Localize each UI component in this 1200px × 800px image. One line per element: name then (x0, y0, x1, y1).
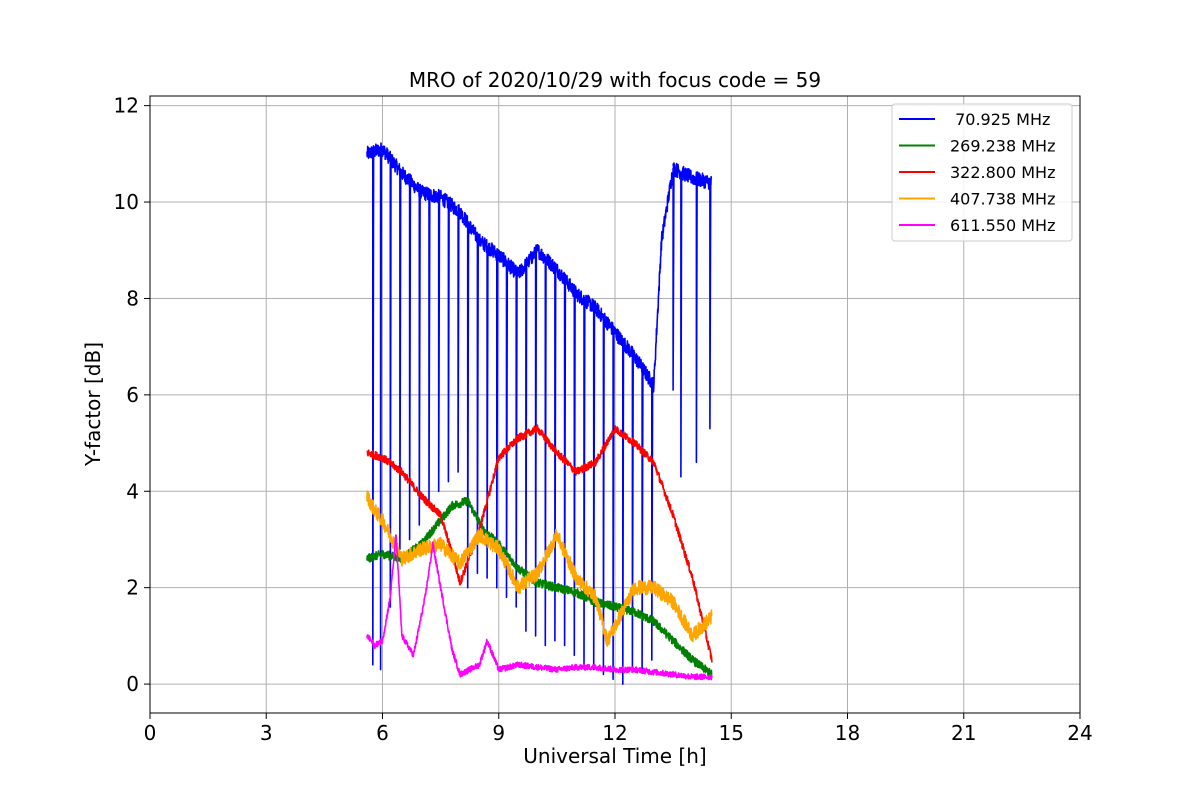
y-tick-label: 6 (126, 383, 139, 407)
x-tick-label: 24 (1067, 721, 1092, 745)
series-line-4 (366, 534, 713, 681)
y-tick-label: 2 (126, 576, 139, 600)
chart-title: MRO of 2020/10/29 with focus code = 59 (409, 68, 821, 92)
y-tick-label: 12 (114, 94, 139, 118)
legend-label-0: 70.925 MHz (950, 110, 1050, 129)
legend-label-4: 611.550 MHz (950, 216, 1055, 235)
x-tick-label: 15 (719, 721, 744, 745)
x-tick-label: 18 (835, 721, 860, 745)
y-axis-label: Y-factor [dB] (81, 342, 105, 467)
x-tick-label: 12 (602, 721, 627, 745)
x-tick-label: 9 (492, 721, 505, 745)
x-axis-label: Universal Time [h] (523, 744, 706, 768)
series-line-3 (366, 490, 713, 647)
x-axis: 0 3 6 9 12 15 18 21 24 (144, 713, 1093, 745)
plot-area (366, 142, 713, 685)
x-tick-label: 6 (376, 721, 389, 745)
y-tick-label: 0 (126, 672, 139, 696)
y-tick-label: 4 (126, 479, 139, 503)
series-line-0 (366, 142, 713, 685)
x-tick-label: 3 (260, 721, 273, 745)
y-tick-label: 8 (126, 286, 139, 310)
grid (149, 96, 1081, 713)
y-axis: 0 2 4 6 8 10 12 (114, 94, 150, 696)
series-line-2 (366, 424, 713, 663)
x-tick-label: 21 (951, 721, 976, 745)
legend-label-1: 269.238 MHz (950, 137, 1055, 156)
x-tick-label: 0 (144, 721, 157, 745)
legend-frame (891, 103, 1073, 242)
y-tick-label: 10 (114, 190, 139, 214)
legend: 70.925 MHz 269.238 MHz 322.800 MHz 407.738 … (891, 103, 1073, 242)
legend-label-2: 322.800 MHz (950, 163, 1055, 182)
legend-label-3: 407.738 MHz (950, 190, 1055, 209)
